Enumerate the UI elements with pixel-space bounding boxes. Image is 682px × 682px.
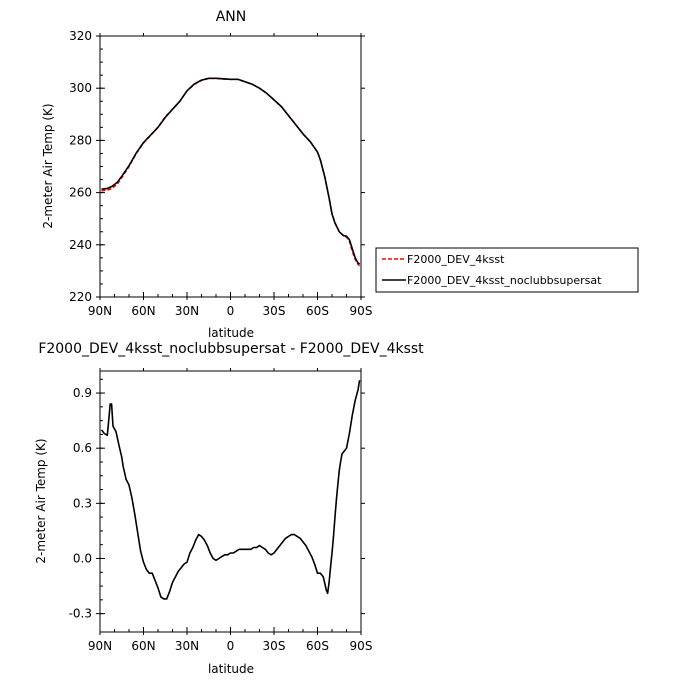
- x-tick-label: 30N: [175, 639, 199, 653]
- series-line-0: [101, 77, 361, 267]
- y-tick-label: 280: [69, 133, 92, 147]
- series-line-0: [100, 380, 361, 600]
- y-tick-label: 300: [69, 81, 92, 95]
- legend: F2000_DEV_4ksst F2000_DEV_4ksst_noclubbs…: [375, 247, 639, 293]
- y-tick-label: 240: [69, 238, 92, 252]
- y-tick-label: 0.0: [73, 551, 92, 565]
- x-tick-label: 30S: [263, 304, 286, 318]
- x-tick-label: 60S: [306, 639, 329, 653]
- x-tick-label: 90N: [88, 639, 112, 653]
- y-tick-label: 0.3: [73, 496, 92, 510]
- legend-label-control: F2000_DEV_4ksst: [407, 253, 505, 266]
- x-tick-label: 90S: [350, 639, 373, 653]
- x-tick-label: 30N: [175, 304, 199, 318]
- chart-annual-temperature: ANN 90N 60N 30N 0 30S 60S 90S 220 240 260 280 300 32…: [41, 9, 372, 340]
- x-axis-label: latitude: [208, 662, 254, 676]
- y-tick-label: 320: [69, 29, 92, 43]
- y-tick-label: 260: [69, 186, 92, 200]
- x-tick-label: 30S: [263, 639, 286, 653]
- y-tick-label: -0.3: [69, 607, 92, 621]
- y-axis-label: 2-meter Air Temp (K): [41, 103, 55, 228]
- y-tick-label: 220: [69, 290, 92, 304]
- chart-temperature-difference: F2000_DEV_4ksst_noclubbsupersat - F2000_…: [34, 341, 424, 676]
- chart-title: F2000_DEV_4ksst_noclubbsupersat - F2000_…: [38, 341, 424, 357]
- y-tick-label: 0.6: [73, 441, 92, 455]
- x-tick-label: 60N: [131, 639, 155, 653]
- x-tick-label: 0: [227, 304, 235, 318]
- series-line-1: [101, 77, 361, 265]
- chart-title: ANN: [216, 9, 247, 25]
- x-tick-label: 60S: [306, 304, 329, 318]
- y-axis-label: 2-meter Air Temp (K): [34, 438, 48, 563]
- x-tick-label: 90S: [350, 304, 373, 318]
- x-tick-label: 60N: [131, 304, 155, 318]
- plot-frame: [99, 370, 362, 633]
- x-axis-label: latitude: [208, 326, 254, 340]
- legend-box: [375, 247, 639, 293]
- x-tick-label: 0: [227, 639, 235, 653]
- legend-label-experiment: F2000_DEV_4ksst_noclubbsupersat: [407, 274, 602, 287]
- x-tick-label: 90N: [88, 304, 112, 318]
- y-tick-label: 0.9: [73, 386, 92, 400]
